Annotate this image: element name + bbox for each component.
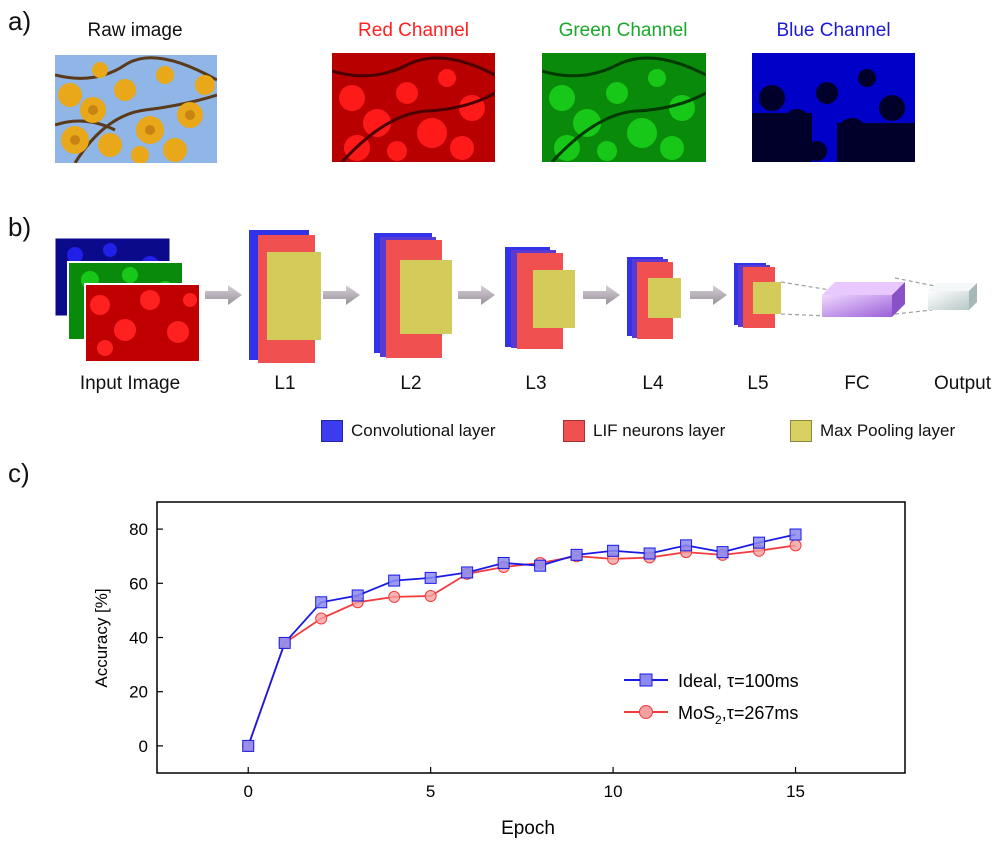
ideal-point (424, 571, 437, 584)
red-channel-image (332, 53, 495, 162)
raw-image-caption: Raw image (87, 20, 183, 41)
maxpool-label: Max Pooling layer (820, 421, 956, 440)
green-channel-caption: Green Channel (558, 20, 688, 41)
y-tick-label: 0 (139, 737, 148, 756)
layer-l5-block (734, 263, 781, 328)
legend-lif: LIF neurons layer (563, 420, 725, 442)
x-tick-label: 15 (786, 782, 805, 801)
green-channel-image (542, 53, 706, 162)
layer-l1-block (249, 230, 321, 363)
fc-layer-block (822, 282, 905, 317)
series-line-0 (247, 533, 796, 747)
mos2-point (789, 539, 802, 552)
mos2-point (388, 590, 401, 603)
lif-label: LIF neurons layer (593, 421, 726, 440)
blue-channel-graphic (752, 53, 915, 162)
ideal-point (278, 636, 291, 649)
maxpool-swatch (790, 420, 812, 442)
output-layer-block (928, 283, 977, 310)
ideal-point (753, 536, 766, 549)
stage-label-l1: L1 (274, 373, 296, 394)
legend-mos2-marker (639, 705, 653, 719)
network-architecture-diagram (54, 230, 977, 363)
ideal-point (643, 547, 656, 560)
stage-label-fc: FC (844, 373, 870, 394)
ideal-point (351, 589, 364, 602)
chart-legend: Ideal, τ=100ms MoS2,τ=267ms (624, 671, 799, 727)
y-axis-label: Accuracy [%] (92, 588, 111, 687)
ideal-point (716, 546, 729, 559)
red-channel-caption: Red Channel (358, 20, 469, 41)
x-tick-label: 5 (426, 782, 435, 801)
arrow-l1-l2 (323, 285, 360, 305)
y-tick-label: 80 (129, 520, 148, 539)
legend-mos2-rest: ,τ=267ms (722, 703, 799, 723)
panel-b-label: b) (8, 212, 32, 242)
ideal-point (497, 556, 510, 569)
stage-label-l4: L4 (642, 373, 664, 394)
ideal-point (680, 539, 693, 552)
ideal-point (570, 548, 583, 561)
x-tick-label: 0 (243, 782, 252, 801)
legend-convolutional: Convolutional layer (321, 420, 496, 442)
panel-c-label: c) (8, 458, 30, 488)
x-tick-label: 10 (604, 782, 623, 801)
ideal-point (607, 544, 620, 557)
layer-l3-block (505, 247, 575, 349)
blue-channel-image (752, 53, 915, 162)
mos2-point (424, 590, 437, 603)
y-tick-label: 20 (129, 683, 148, 702)
legend-mos2-label: MoS2,τ=267ms (678, 703, 798, 727)
raw-image (55, 55, 217, 163)
legend-maxpool: Max Pooling layer (790, 420, 955, 442)
arrow-l2-l3 (458, 285, 495, 305)
legend-mos2-sub: 2 (715, 713, 722, 727)
raw-image-graphic (55, 55, 217, 163)
stage-label-input-image: Input Image (79, 373, 181, 394)
ideal-point (789, 528, 802, 541)
arrow-input-l1 (205, 285, 242, 305)
y-tick-label: 60 (129, 574, 148, 593)
input-image-stack (54, 237, 201, 363)
mos2-point (315, 612, 328, 625)
stage-label-l3: L3 (525, 373, 547, 394)
arrow-l4-l5 (690, 285, 727, 305)
panel-a-label: a) (8, 6, 32, 36)
convolutional-label: Convolutional layer (351, 421, 496, 440)
ideal-point (388, 574, 401, 587)
ideal-point (242, 739, 255, 752)
green-channel-graphic (542, 53, 706, 162)
flow-arrows (205, 285, 727, 305)
blue-channel-caption: Blue Channel (776, 20, 891, 41)
y-tick-label: 40 (129, 629, 148, 648)
stage-label-l5: L5 (747, 373, 769, 394)
legend-ideal-label: Ideal, τ=100ms (678, 671, 799, 691)
lif-swatch (563, 420, 585, 442)
ideal-point (534, 559, 547, 572)
ideal-point (461, 566, 474, 579)
layer-l4-block (627, 257, 681, 339)
red-channel-graphic (332, 53, 495, 162)
stage-label-output: Output (933, 373, 992, 394)
layer-l2-block (374, 233, 452, 358)
stage-label-l2: L2 (400, 373, 422, 394)
x-axis-label: Epoch (501, 818, 555, 839)
fc-connectors (780, 277, 936, 317)
arrow-l3-l4 (583, 285, 620, 305)
ideal-point (315, 596, 328, 609)
legend-ideal-marker (639, 673, 653, 687)
convolutional-swatch (321, 420, 343, 442)
legend-mos2-main: MoS (678, 703, 715, 723)
